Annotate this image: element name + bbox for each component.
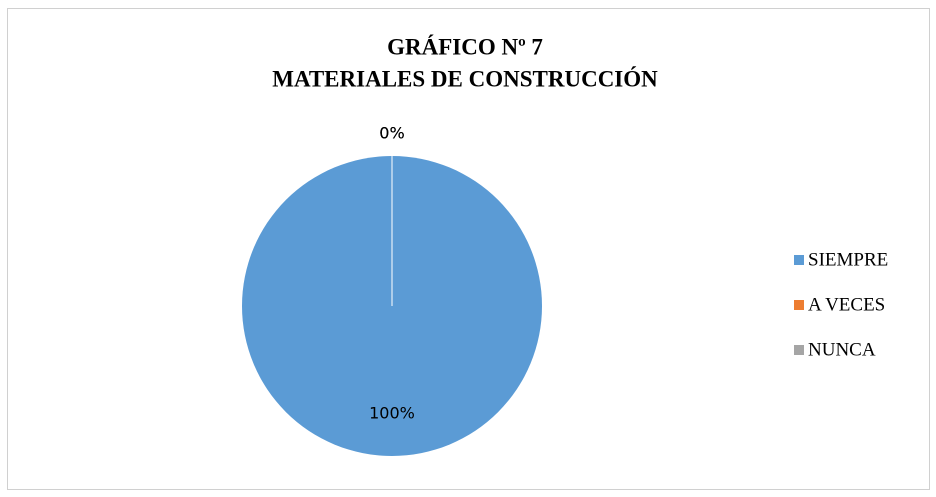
legend-label: SIEMPRE <box>808 249 888 270</box>
data-label: 0% <box>379 124 404 143</box>
chart-title: MATERIALES DE CONSTRUCCIÓN <box>272 65 658 91</box>
legend-swatch <box>794 255 804 265</box>
data-label: 100% <box>369 404 415 423</box>
legend-swatch <box>794 300 804 310</box>
legend-swatch <box>794 345 804 355</box>
legend-label: NUNCA <box>808 339 876 360</box>
legend-label: A VECES <box>808 294 885 315</box>
data-label: 0% <box>379 124 404 143</box>
chart-title: GRÁFICO Nº 7 <box>387 34 543 59</box>
